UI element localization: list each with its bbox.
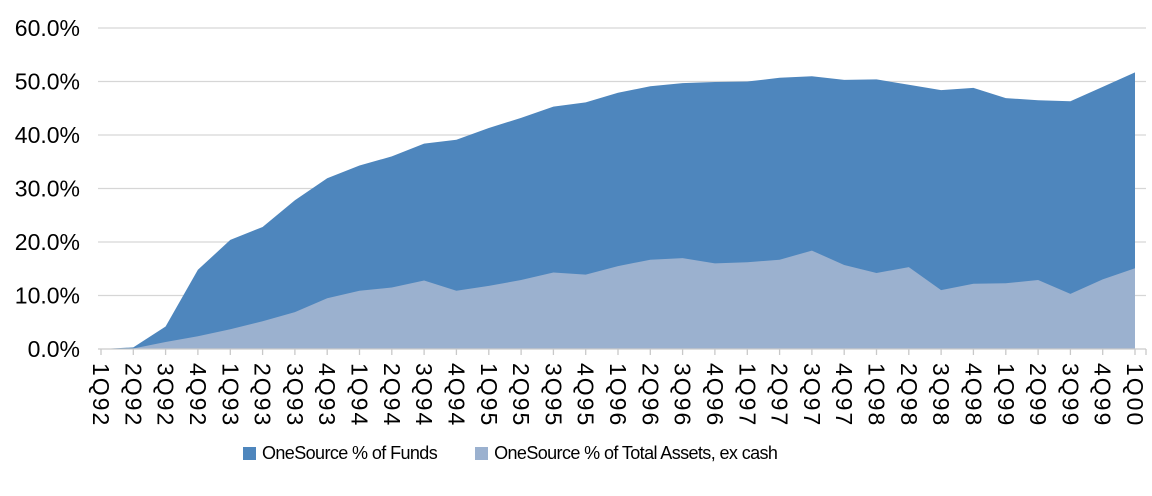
x-axis-tick-label: 3Q99: [1057, 363, 1083, 427]
x-axis-tick-label: 2Q95: [508, 363, 534, 427]
y-axis-tick-label: 30.0%: [15, 176, 80, 202]
area-assets_ex_cash: [101, 250, 1135, 349]
x-axis-tick-label: 1Q98: [864, 363, 890, 427]
x-axis-tick-label: 3Q93: [282, 363, 308, 427]
x-axis-tick-label: 1Q93: [217, 363, 243, 427]
legend-label-funds: OneSource % of Funds: [262, 443, 438, 463]
y-axis-tick-label: 50.0%: [15, 69, 80, 95]
x-axis-tick-label: 3Q92: [153, 363, 179, 427]
y-axis-tick-label: 20.0%: [15, 229, 80, 255]
x-axis-tick-label: 1Q94: [347, 363, 373, 427]
legend-item-assets: OneSource % of Total Assets, ex cash: [475, 442, 778, 464]
x-axis-tick-label: 2Q92: [120, 363, 146, 427]
legend-item-funds: OneSource % of Funds: [243, 442, 438, 464]
x-axis-tick-label: 1Q99: [993, 363, 1019, 427]
x-axis-tick-label: 2Q97: [767, 363, 793, 427]
y-axis-tick-label: 40.0%: [15, 122, 80, 148]
x-axis-tick-label: 4Q97: [831, 363, 857, 427]
x-axis-tick-label: 2Q94: [379, 363, 405, 427]
x-axis-tick-label: 4Q93: [314, 363, 340, 427]
x-axis-tick-label: 1Q96: [605, 363, 631, 427]
legend: OneSource % of Funds OneSource % of Tota…: [243, 442, 778, 464]
x-axis-tick-label: 2Q98: [896, 363, 922, 427]
legend-label-assets: OneSource % of Total Assets, ex cash: [494, 443, 778, 463]
x-axis-tick-label: 4Q99: [1090, 363, 1116, 427]
x-axis-tick-label: 1Q00: [1122, 363, 1148, 427]
y-axis-tick-label: 0.0%: [28, 336, 80, 362]
x-axis-tick-label: 3Q94: [411, 363, 437, 427]
plot-area: 0.0%10.0%20.0%30.0%40.0%50.0%60.0%1Q92 2Q…: [15, 15, 1148, 427]
x-axis-tick-label: 3Q95: [540, 363, 566, 427]
legend-swatch-funds: [243, 446, 256, 460]
x-axis-tick-label: 4Q98: [960, 363, 986, 427]
x-axis-tick-label: 2Q93: [250, 363, 276, 427]
x-axis-tick-label: 2Q96: [637, 363, 663, 427]
x-axis-tick-label: 1Q92: [88, 363, 114, 427]
x-axis-tick-label: 1Q97: [734, 363, 760, 427]
x-axis-tick-label: 3Q96: [670, 363, 696, 427]
x-axis-tick-label: 4Q92: [185, 363, 211, 427]
x-axis-tick-label: 4Q95: [573, 363, 599, 427]
x-axis-tick-label: 3Q97: [799, 363, 825, 427]
x-axis-tick-label: 4Q94: [443, 363, 469, 427]
x-axis-tick-label: 3Q98: [928, 363, 954, 427]
legend-swatch-assets: [475, 446, 489, 460]
y-axis-tick-label: 60.0%: [15, 15, 80, 41]
y-axis-tick-label: 10.0%: [15, 283, 80, 309]
x-axis-tick-label: 1Q95: [476, 363, 502, 427]
x-axis-tick-label: 4Q96: [702, 363, 728, 427]
x-axis-tick-label: 2Q99: [1025, 363, 1051, 427]
